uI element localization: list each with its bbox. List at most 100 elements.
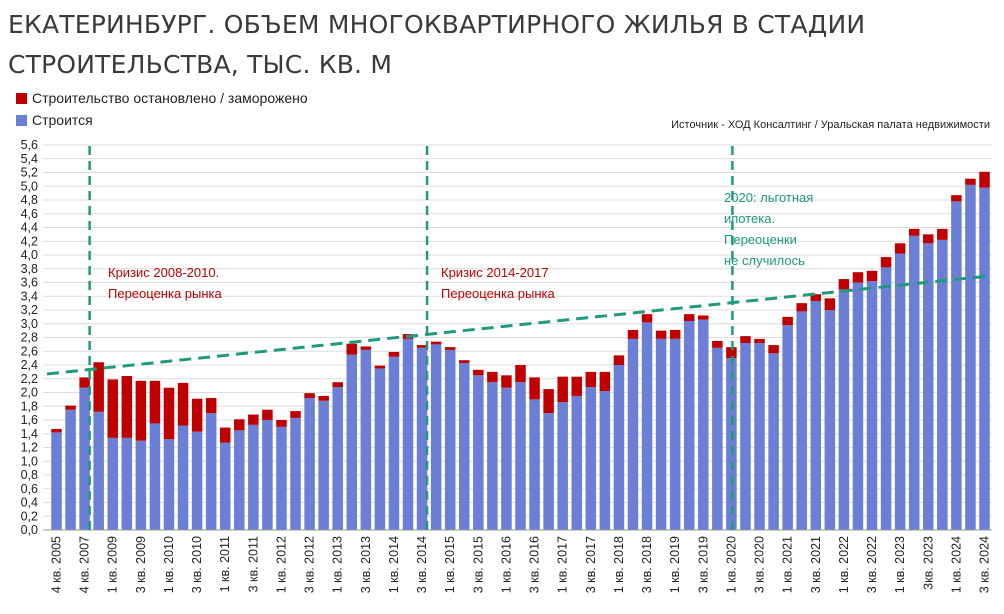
bar-stopped <box>937 228 948 240</box>
y-tick-label: 0,8 <box>21 468 38 482</box>
bar-stopped <box>79 377 90 388</box>
bar-building <box>768 353 779 530</box>
y-tick-label: 2,0 <box>21 386 38 400</box>
y-tick-label: 0,6 <box>21 482 38 496</box>
source-note: Источник - ХОД Консалтинг / Уральская па… <box>671 119 990 131</box>
bar-building <box>430 344 442 530</box>
bar-stopped <box>965 178 976 185</box>
x-tick-label: 3 кв. 2022 <box>865 536 879 593</box>
bar-building <box>852 282 864 530</box>
bar-stopped <box>683 314 695 321</box>
annotation-text: Кризис 2014-2017 <box>441 265 549 280</box>
bar-stopped <box>430 341 442 345</box>
y-tick-label: 4,0 <box>21 248 38 262</box>
bar-building <box>726 358 737 530</box>
x-tick-label: 3 кв. 2019 <box>696 536 710 593</box>
bar-stopped <box>951 195 962 202</box>
bar-building <box>937 239 948 530</box>
bar-stopped <box>613 355 625 365</box>
bar-building <box>318 400 329 530</box>
y-tick-label: 0,0 <box>21 523 38 537</box>
bar-stopped <box>416 345 428 348</box>
bar-building <box>571 395 582 530</box>
x-tick-label: 3 кв. 2013 <box>359 536 373 593</box>
x-tick-label: 1 кв. 2009 <box>106 536 120 593</box>
x-tick-label: 1 кв. 2012 <box>274 536 288 593</box>
bar-building <box>205 413 217 530</box>
y-tick-label: 0,2 <box>21 509 38 523</box>
y-tick-label: 2,8 <box>21 331 38 345</box>
bar-building <box>866 281 878 530</box>
bar-building <box>501 387 512 530</box>
bar-stopped <box>627 329 639 339</box>
bar-stopped <box>740 336 751 343</box>
x-tick-label: 1 кв. 2020 <box>724 536 738 593</box>
bar-building <box>332 387 343 530</box>
chart-title-line2: СТРОИТЕЛЬСТВА, ТЫС. КВ. М <box>8 50 393 79</box>
bar-building <box>79 387 90 530</box>
bar-building <box>262 420 273 530</box>
x-tick-label: 3 кв. 2011 <box>246 536 260 592</box>
y-tick-label: 1,2 <box>21 441 38 455</box>
x-tick-label: 3 кв. 2009 <box>134 536 148 593</box>
bar-building <box>93 411 104 530</box>
bar-stopped <box>65 405 76 410</box>
bar-stopped <box>866 270 878 282</box>
bar-stopped <box>599 371 611 392</box>
bar-stopped <box>768 345 779 354</box>
y-tick-label: 5,6 <box>21 138 38 152</box>
x-tick-label: 1 кв. 2014 <box>387 536 401 593</box>
bar-stopped <box>655 330 667 339</box>
x-tick-label: 3 кв. 2014 <box>415 536 429 593</box>
y-tick-label: 3,0 <box>21 317 38 331</box>
y-tick-label: 2,2 <box>21 372 38 386</box>
bar-stopped <box>698 315 709 320</box>
bar-building <box>276 426 287 530</box>
x-tick-label: 1 кв. 2015 <box>443 536 457 593</box>
x-tick-label: 1 кв. 2021 <box>781 536 795 593</box>
bar-building <box>444 349 456 530</box>
bar-building <box>121 437 133 530</box>
bar-stopped <box>177 382 189 426</box>
x-tick-label: 3 кв. 2012 <box>303 536 317 593</box>
bar-building <box>782 325 793 530</box>
y-tick-label: 5,4 <box>21 152 38 166</box>
bar-stopped <box>262 409 273 420</box>
bar-stopped <box>360 346 372 350</box>
bar-building <box>627 338 639 530</box>
x-tick-label: 1 кв. 2022 <box>837 536 851 593</box>
y-tick-label: 5,2 <box>21 166 38 180</box>
bar-stopped <box>501 375 512 388</box>
x-tick-label: 1 кв. 2013 <box>331 536 345 593</box>
bar-building <box>402 338 414 530</box>
y-tick-label: 4,8 <box>21 193 38 207</box>
bar-stopped <box>276 420 287 427</box>
bar-building <box>65 409 76 530</box>
x-tick-label: 4 кв. 2007 <box>78 536 92 593</box>
bar-building <box>880 267 892 530</box>
bar-stopped <box>641 314 653 323</box>
x-tick-label: 3 кв. 2017 <box>584 536 598 593</box>
bar-stopped <box>571 376 582 396</box>
x-tick-label: 1 кв. 2023 <box>893 536 907 593</box>
annotation-text: Переоценки <box>724 232 797 247</box>
annotation-text: Переоценка рынка <box>108 286 223 301</box>
x-tick-label: 3 кв. 2021 <box>809 536 823 593</box>
y-tick-label: 3,8 <box>21 262 38 276</box>
bar-stopped <box>304 393 315 398</box>
bar-building <box>698 319 709 530</box>
bar-stopped <box>444 347 456 350</box>
bar-stopped <box>332 382 343 387</box>
bar-building <box>51 432 62 530</box>
bar-stopped <box>248 414 259 425</box>
x-tick-label: 1 кв. 2024 <box>949 536 963 593</box>
bar-stopped <box>388 351 400 357</box>
bar-stopped <box>669 329 681 339</box>
bar-building <box>810 301 822 530</box>
y-tick-label: 3,6 <box>21 276 38 290</box>
bar-stopped <box>191 398 203 432</box>
bar-stopped <box>107 379 118 438</box>
x-tick-label: 1 кв. 2016 <box>499 536 513 593</box>
bar-stopped <box>163 387 175 440</box>
